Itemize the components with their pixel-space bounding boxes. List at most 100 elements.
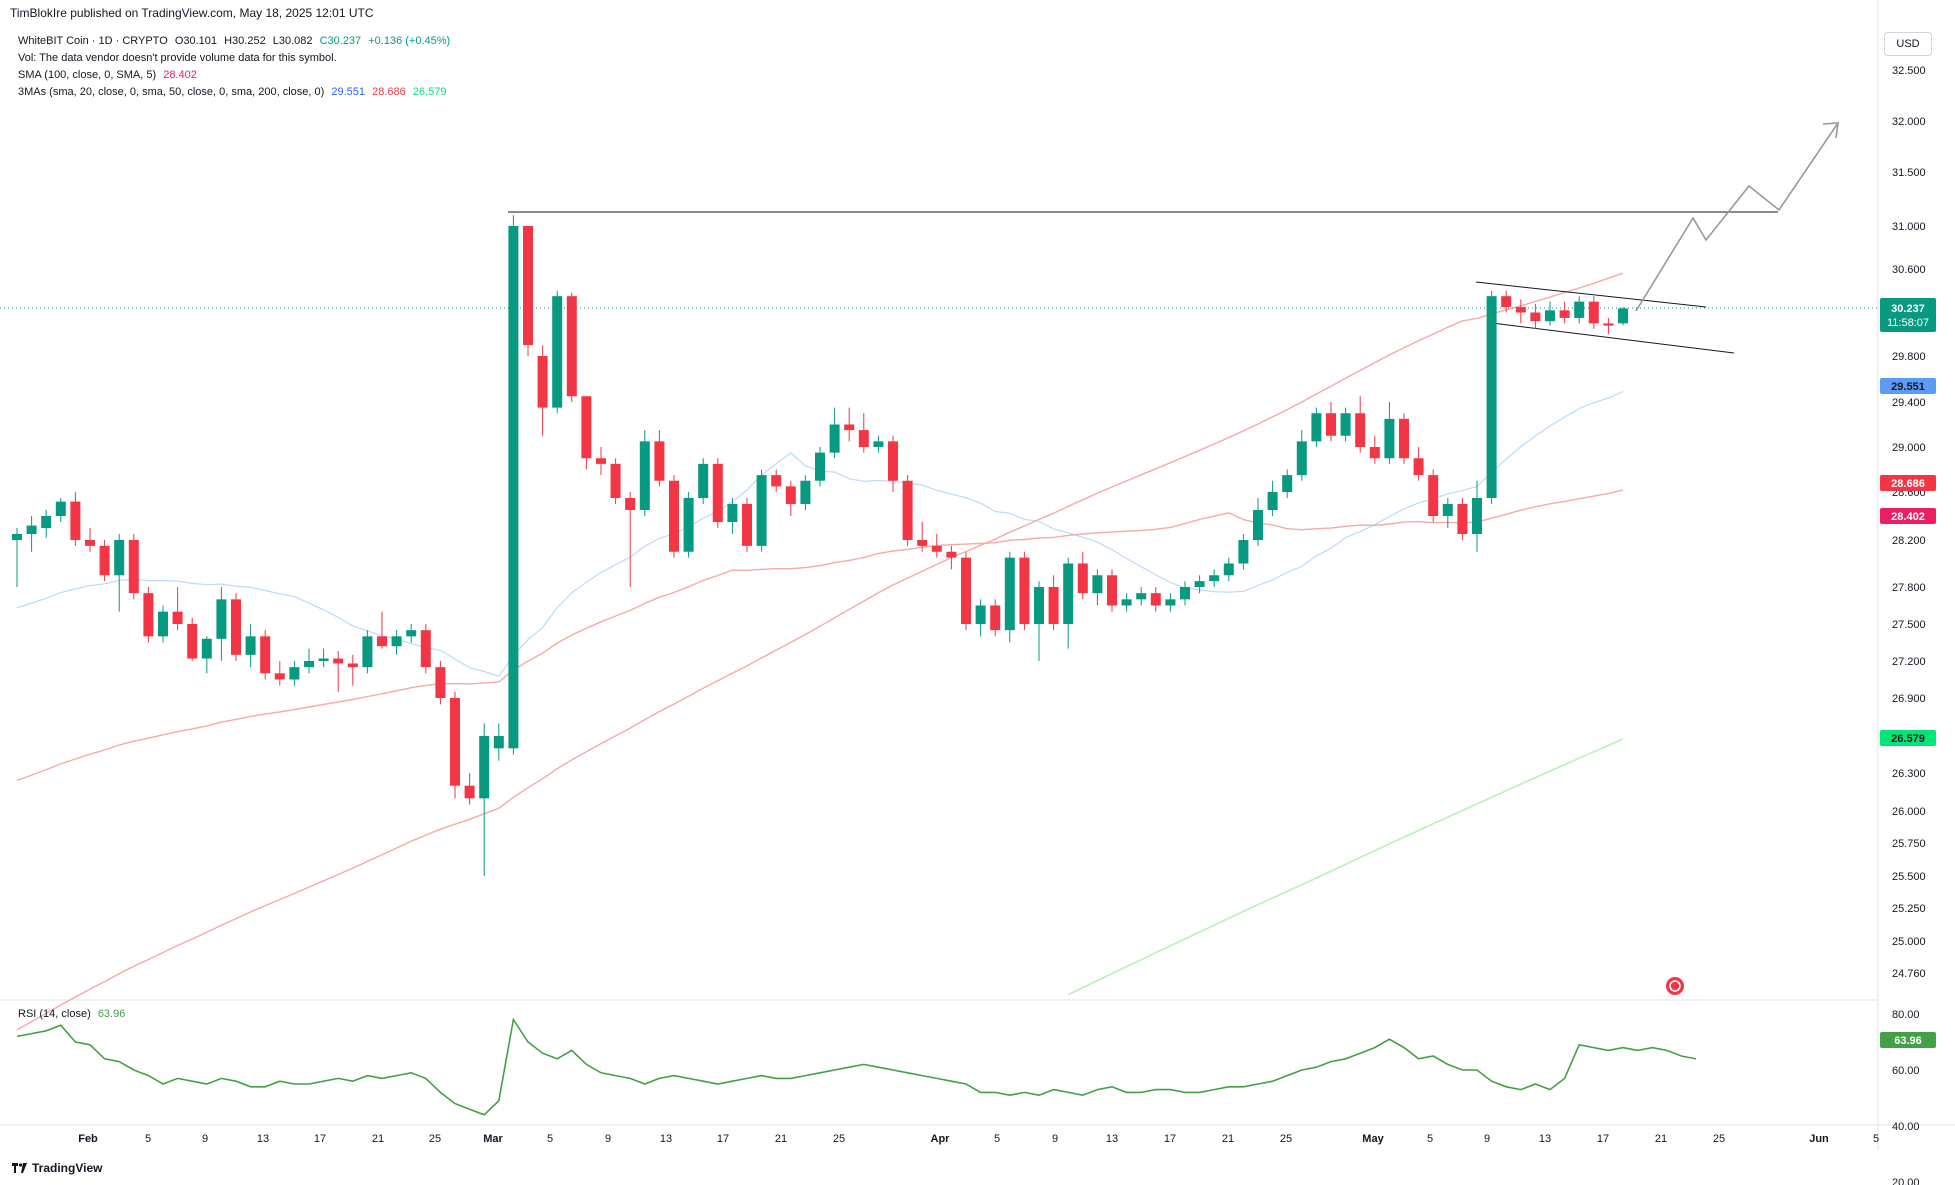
candle-body xyxy=(844,424,855,431)
candle-body xyxy=(712,463,723,522)
candle-body xyxy=(1618,308,1628,324)
ma200-tag-bg xyxy=(1880,730,1936,746)
candle-body xyxy=(815,452,825,481)
price-tick-label: 27.800 xyxy=(1892,582,1926,594)
rsi-legend[interactable]: RSI (14, close) 63.96 xyxy=(18,1008,129,1020)
time-tick-label: 9 xyxy=(1484,1133,1490,1145)
volume-legend: Vol: The data vendor doesn't provide vol… xyxy=(18,52,341,64)
price-tick-label: 25.250 xyxy=(1892,903,1926,915)
ma200-tag: 26.579 xyxy=(1891,733,1925,745)
price-tick-label: 25.000 xyxy=(1892,936,1926,948)
candle-body xyxy=(1165,599,1176,606)
candle-body xyxy=(1107,575,1117,606)
candle-body xyxy=(669,480,679,552)
time-tick-label: 5 xyxy=(994,1133,1000,1145)
candle-body xyxy=(829,424,840,453)
last-price-tag-bg xyxy=(1880,298,1936,332)
candle-body xyxy=(1077,563,1088,594)
candle-body xyxy=(377,636,387,647)
time-tick-label: 9 xyxy=(202,1133,208,1145)
publisher-line: TimBlokIre published on TradingView.com,… xyxy=(10,6,374,20)
high-value: H30.252 xyxy=(224,35,266,47)
time-tick-label: 9 xyxy=(605,1133,611,1145)
candle-body xyxy=(1472,498,1482,534)
candle-body xyxy=(566,296,577,397)
candle-body xyxy=(1282,475,1293,492)
candle-body xyxy=(610,463,621,498)
candle-body xyxy=(128,540,139,594)
tradingview-logo[interactable]: TradingView xyxy=(12,1161,102,1175)
ma50-tag: 28.686 xyxy=(1891,478,1925,490)
candle-body xyxy=(493,736,504,749)
candle-body xyxy=(187,624,198,659)
flag-top-line xyxy=(1475,281,1707,308)
candle-body xyxy=(771,475,782,487)
candle-body xyxy=(1048,587,1059,624)
sma100-tag-bg xyxy=(1880,508,1936,524)
price-tick-label: 28.200 xyxy=(1892,535,1926,547)
sma-legend[interactable]: SMA (100, close, 0, SMA, 5) 28.402 xyxy=(18,69,201,81)
candle-body xyxy=(800,480,811,504)
time-tick-label: 5 xyxy=(547,1133,553,1145)
vol-text: Vol: The data vendor doesn't provide vol… xyxy=(18,52,337,64)
rsi-tag: 63.96 xyxy=(1894,1035,1922,1047)
candle-body xyxy=(26,525,37,534)
price-tick-label: 32.000 xyxy=(1892,116,1926,128)
candle-body xyxy=(1136,593,1147,600)
candle-body xyxy=(435,667,446,698)
ma3-label: 3MAs (sma, 20, close, 0, sma, 50, close,… xyxy=(18,86,325,98)
candle-body xyxy=(289,667,300,680)
candle-body xyxy=(1209,575,1220,582)
candle-body xyxy=(946,551,957,558)
candle-body xyxy=(201,638,212,659)
candle-body xyxy=(347,663,358,668)
candle-body xyxy=(1399,418,1409,459)
candle-body xyxy=(961,557,971,624)
candle-body xyxy=(99,545,110,576)
time-tick-label: 21 xyxy=(1222,1133,1234,1145)
candle-body xyxy=(1092,575,1103,594)
candle-body xyxy=(1501,296,1512,308)
time-tick-label: 17 xyxy=(1164,1133,1176,1145)
candle-body xyxy=(70,501,81,540)
symbol-name[interactable]: WhiteBIT Coin · 1D · CRYPTO xyxy=(18,35,168,47)
sma100-tag: 28.402 xyxy=(1891,511,1925,523)
candle-body xyxy=(231,599,241,655)
price-tick-label: 27.200 xyxy=(1892,656,1926,668)
candle-body xyxy=(1296,441,1307,476)
candle-body xyxy=(785,486,796,504)
currency-button[interactable]: USD xyxy=(1884,32,1932,56)
candle-body xyxy=(450,698,460,786)
price-tick-label: 29.400 xyxy=(1892,397,1926,409)
candle-body xyxy=(1238,540,1249,564)
time-tick-label: 25 xyxy=(1713,1133,1725,1145)
ma3-value-20: 29.551 xyxy=(331,86,366,98)
candle-body xyxy=(508,226,519,749)
candle-body xyxy=(1311,413,1322,442)
last-price-tag: 30.237 xyxy=(1891,303,1925,315)
candle-body xyxy=(975,605,986,624)
time-tick-label: 13 xyxy=(660,1133,672,1145)
candle-body xyxy=(1369,447,1380,459)
candle-body xyxy=(1004,557,1015,631)
time-tick-label: Jun xyxy=(1809,1133,1829,1145)
symbol-legend: WhiteBIT Coin · 1D · CRYPTO O30.101 H30.… xyxy=(18,35,454,47)
projection-arrowhead xyxy=(1822,122,1839,139)
candle-body xyxy=(1428,475,1439,516)
candle-body xyxy=(1194,581,1205,587)
projection-path xyxy=(1635,122,1839,312)
candle-body xyxy=(639,441,650,510)
rsi-tick-label: 40.00 xyxy=(1892,1121,1920,1133)
candle-body xyxy=(1019,557,1030,624)
time-tick-label: 9 xyxy=(1052,1133,1058,1145)
ma3-legend[interactable]: 3MAs (sma, 20, close, 0, sma, 50, close,… xyxy=(18,86,450,98)
candle-body xyxy=(1574,301,1585,318)
time-tick-label: 25 xyxy=(429,1133,441,1145)
price-tick-label: 24.760 xyxy=(1892,968,1926,980)
tradingview-logo-icon xyxy=(12,1163,27,1173)
price-tick-label: 30.600 xyxy=(1892,264,1926,276)
candle-body xyxy=(1457,504,1468,534)
candle-body xyxy=(304,661,314,668)
candle-body xyxy=(858,430,869,447)
